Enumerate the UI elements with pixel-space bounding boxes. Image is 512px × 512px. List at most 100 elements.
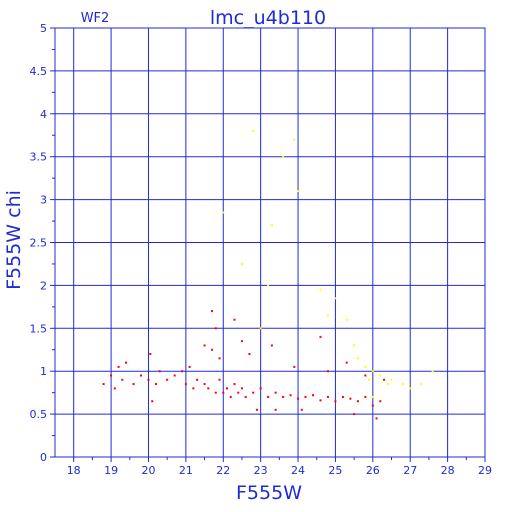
x-tick-label: 26 xyxy=(366,464,380,477)
data-point xyxy=(192,387,195,390)
flagged-point xyxy=(293,138,296,141)
flagged-point xyxy=(240,262,243,265)
data-point xyxy=(196,378,199,381)
data-point xyxy=(166,378,169,381)
y-tick-label: 3.5 xyxy=(30,151,48,164)
flagged-point xyxy=(364,365,367,368)
data-point xyxy=(214,391,217,394)
data-point xyxy=(121,378,124,381)
data-point xyxy=(188,365,191,368)
flagged-point xyxy=(326,314,329,317)
data-point xyxy=(312,394,314,397)
flagged-point xyxy=(409,387,412,390)
plot-frame xyxy=(54,27,486,458)
flagged-point xyxy=(345,318,348,321)
data-point xyxy=(274,408,277,411)
x-tick-label: 21 xyxy=(179,464,193,477)
data-point xyxy=(240,340,243,343)
flagged-point xyxy=(371,395,374,398)
data-point xyxy=(173,374,176,377)
data-point xyxy=(158,370,161,373)
flagged-point xyxy=(379,374,382,377)
y-tick-label: 1.5 xyxy=(30,322,48,335)
data-point xyxy=(274,391,277,394)
data-point xyxy=(293,365,296,368)
data-point xyxy=(244,395,247,398)
data-point xyxy=(125,361,128,364)
data-point xyxy=(222,391,225,394)
flagged-point xyxy=(431,370,434,373)
data-point xyxy=(267,395,270,398)
x-tick-label: 23 xyxy=(254,464,268,477)
data-points xyxy=(102,129,434,420)
data-point xyxy=(211,310,214,313)
flagged-point xyxy=(386,383,389,386)
data-point xyxy=(364,395,367,398)
data-point xyxy=(214,327,217,330)
x-tick-label: 28 xyxy=(441,464,455,477)
data-point xyxy=(270,344,273,347)
data-point xyxy=(341,395,344,398)
x-tick-label: 22 xyxy=(216,464,230,477)
data-point xyxy=(233,318,236,321)
flagged-point xyxy=(334,297,337,300)
x-tick-label: 27 xyxy=(403,464,417,477)
x-tick-label: 24 xyxy=(291,464,305,477)
data-point xyxy=(353,413,356,416)
y-tick-label: 4.5 xyxy=(30,65,48,78)
y-tick-label: 3 xyxy=(40,194,47,207)
flagged-point xyxy=(420,383,423,386)
data-point xyxy=(349,397,352,400)
chart-title: lmc_u4b110 xyxy=(210,7,326,29)
flagged-point xyxy=(297,190,300,193)
data-point xyxy=(300,408,303,411)
data-point xyxy=(375,417,378,420)
data-point xyxy=(203,344,206,347)
y-tick-label: 4 xyxy=(40,108,47,121)
y-tick-label: 2.5 xyxy=(30,237,48,250)
data-point xyxy=(132,383,135,386)
data-point xyxy=(345,361,348,364)
x-tick-label: 20 xyxy=(141,464,155,477)
flagged-point xyxy=(371,370,374,373)
flagged-point xyxy=(267,284,270,287)
data-point xyxy=(255,408,258,411)
data-point xyxy=(356,400,359,403)
data-point xyxy=(371,404,374,407)
data-point xyxy=(289,394,292,397)
data-point xyxy=(207,387,210,390)
data-point xyxy=(326,370,329,373)
data-point xyxy=(364,374,367,377)
y-tick-label: 1 xyxy=(40,365,47,378)
flagged-point xyxy=(401,383,404,386)
flagged-point xyxy=(270,224,273,227)
data-point xyxy=(203,383,206,386)
data-point xyxy=(259,387,262,390)
data-point xyxy=(297,397,300,400)
data-point xyxy=(181,370,184,373)
data-point xyxy=(304,395,307,398)
data-point xyxy=(240,387,243,390)
data-point xyxy=(110,374,113,377)
data-point xyxy=(248,353,251,356)
data-point xyxy=(334,400,337,403)
x-tick-label: 19 xyxy=(104,464,118,477)
flagged-point xyxy=(353,344,356,347)
data-point xyxy=(226,387,228,390)
data-point xyxy=(151,400,154,403)
data-point xyxy=(237,391,240,394)
data-point xyxy=(117,365,120,368)
x-axis-label: F555W xyxy=(236,482,302,504)
data-point xyxy=(140,374,142,377)
flagged-point xyxy=(252,129,255,132)
data-point xyxy=(229,395,232,398)
data-point xyxy=(211,348,214,351)
y-tick-label: 0.5 xyxy=(30,408,48,421)
flagged-point xyxy=(368,378,371,381)
data-point xyxy=(326,395,329,398)
y-axis-label: F555W chi xyxy=(3,190,25,290)
data-point xyxy=(184,383,187,386)
data-point xyxy=(233,383,236,386)
data-point xyxy=(149,353,152,356)
